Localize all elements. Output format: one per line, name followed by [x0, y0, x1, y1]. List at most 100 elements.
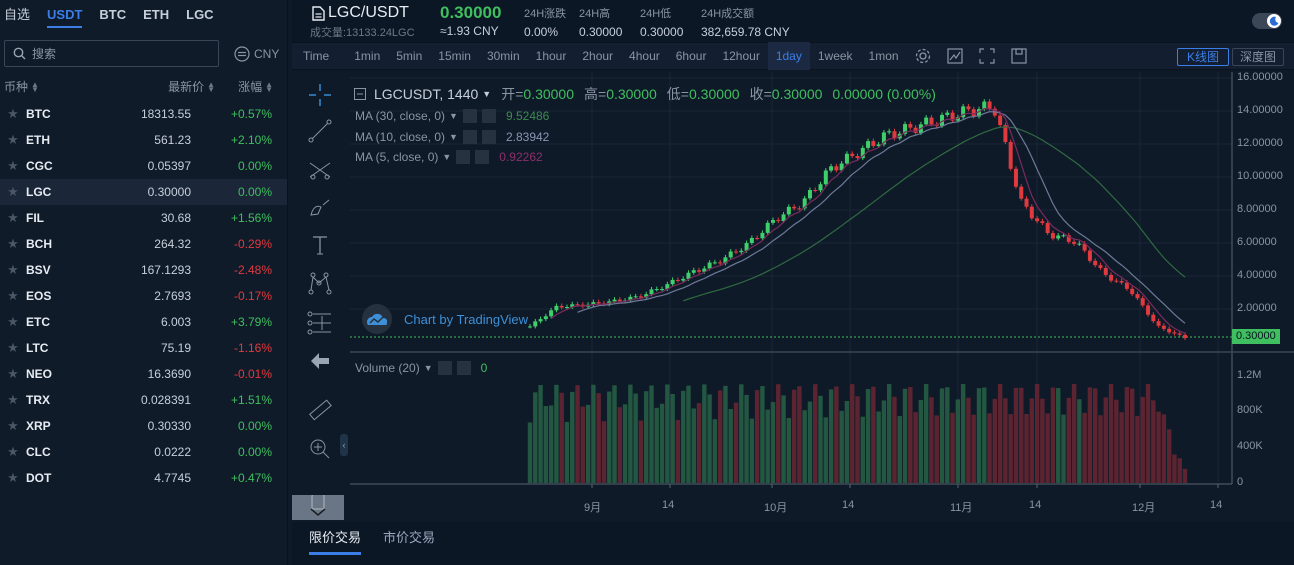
market-row[interactable]: ★ DOT 4.7745 +0.47%: [0, 465, 287, 491]
timeframe-1hour[interactable]: 1hour: [535, 49, 567, 63]
trend-line-icon[interactable]: [304, 116, 336, 146]
market-row[interactable]: ★ LTC 75.19 -1.16%: [0, 335, 287, 361]
market-row[interactable]: ★ CLC 0.0222 0.00%: [0, 439, 287, 465]
close-icon[interactable]: [475, 150, 490, 164]
collapse-legend-icon[interactable]: [354, 88, 366, 100]
price-chart-canvas[interactable]: [350, 72, 1294, 522]
tab-usdt[interactable]: USDT: [47, 0, 83, 30]
timeframe-6hour[interactable]: 6hour: [675, 49, 707, 63]
dropdown-icon[interactable]: ▼: [442, 152, 452, 162]
gear-icon[interactable]: [462, 109, 477, 123]
timeframe-1day[interactable]: 1day: [767, 42, 810, 70]
search-input[interactable]: [32, 46, 202, 61]
star-icon[interactable]: ★: [7, 314, 19, 329]
back-arrow-icon[interactable]: [304, 346, 336, 376]
market-row[interactable]: ★ BTC 18313.55 +0.57%: [0, 101, 287, 127]
indicator-ma10[interactable]: MA (10, close, 0) ▼ 2.83942: [355, 130, 550, 144]
market-row[interactable]: ★ LGC 0.30000 0.00%: [0, 179, 287, 205]
tradingview-logo-icon: [362, 304, 392, 334]
timeframe-1min[interactable]: 1min: [354, 49, 381, 63]
indicator-icon[interactable]: [939, 42, 971, 70]
tab-limit-order[interactable]: 限价交易: [309, 527, 362, 555]
market-row[interactable]: ★ NEO 16.3690 -0.01%: [0, 361, 287, 387]
depth-chart-button[interactable]: 深度图: [1232, 48, 1284, 66]
market-row[interactable]: ★ FIL 30.68 +1.56%: [0, 205, 287, 231]
star-icon[interactable]: ★: [7, 262, 19, 277]
star-icon[interactable]: ★: [7, 288, 19, 303]
tab-favorites[interactable]: 自选: [4, 7, 31, 22]
symbol-dropdown-icon[interactable]: ▼: [482, 89, 492, 99]
theme-toggle[interactable]: [1252, 13, 1282, 29]
market-row[interactable]: ★ EOS 2.7693 -0.17%: [0, 283, 287, 309]
currency-toggle[interactable]: CNY: [234, 45, 279, 62]
star-icon[interactable]: ★: [7, 444, 19, 459]
market-row[interactable]: ★ ETH 561.23 +2.10%: [0, 127, 287, 153]
star-icon[interactable]: ★: [7, 392, 19, 407]
timeframe-1week[interactable]: 1week: [817, 49, 853, 63]
timeframe-1mon[interactable]: 1mon: [868, 49, 899, 63]
close-icon[interactable]: [456, 361, 471, 375]
close-icon[interactable]: [481, 109, 496, 123]
collapse-toolbar-button[interactable]: ‹: [340, 434, 348, 456]
star-icon[interactable]: ★: [7, 340, 19, 355]
timeframe-15min[interactable]: 15min: [438, 49, 471, 63]
zoom-in-icon[interactable]: [304, 434, 336, 464]
measure-tool-icon[interactable]: [304, 308, 336, 338]
pair-title: LGC/USDT: [312, 4, 409, 22]
dropdown-icon[interactable]: ▼: [423, 363, 433, 373]
star-icon[interactable]: ★: [7, 366, 19, 381]
coin-column-header[interactable]: 币种 ▲ ▼: [4, 79, 39, 95]
market-row[interactable]: ★ BCH 264.32 -0.29%: [0, 231, 287, 257]
gear-icon[interactable]: [456, 150, 471, 164]
market-row[interactable]: ★ ETC 6.003 +3.79%: [0, 309, 287, 335]
star-icon[interactable]: ★: [7, 132, 19, 147]
star-icon[interactable]: ★: [7, 470, 19, 485]
star-icon[interactable]: ★: [7, 236, 19, 251]
search-box[interactable]: [4, 40, 219, 67]
fullscreen-icon[interactable]: [971, 42, 1003, 70]
timeframe-2hour[interactable]: 2hour: [582, 49, 614, 63]
text-tool-icon[interactable]: [304, 230, 336, 260]
price-column-header[interactable]: 最新价 ▲ ▼: [168, 79, 215, 95]
gear-icon[interactable]: [437, 361, 452, 375]
dropdown-icon[interactable]: ▼: [449, 132, 458, 142]
brush-icon[interactable]: [304, 192, 336, 222]
gear-icon[interactable]: [462, 130, 477, 144]
change-column-header[interactable]: 涨幅 ▲ ▼: [238, 79, 273, 95]
close-icon[interactable]: [481, 130, 496, 144]
crosshair-icon[interactable]: [304, 80, 336, 110]
market-row[interactable]: ★ BSV 167.1293 -2.48%: [0, 257, 287, 283]
star-icon[interactable]: ★: [7, 418, 19, 433]
tradingview-watermark[interactable]: Chart by TradingView: [362, 304, 528, 334]
star-icon[interactable]: ★: [7, 106, 19, 121]
tab-btc[interactable]: BTC: [99, 7, 127, 22]
star-icon[interactable]: ★: [7, 210, 19, 225]
save-icon[interactable]: [1003, 42, 1035, 70]
star-icon[interactable]: ★: [7, 158, 19, 173]
timeframe-12hour[interactable]: 12hour: [722, 49, 760, 63]
chart-symbol[interactable]: LGCUSDT, 1440: [374, 86, 479, 102]
dropdown-icon[interactable]: ▼: [449, 111, 458, 121]
star-icon[interactable]: ★: [7, 184, 19, 199]
market-row[interactable]: ★ XRP 0.30330 0.00%: [0, 413, 287, 439]
indicator-ma5[interactable]: MA (5, close, 0) ▼ 0.92262: [355, 150, 543, 164]
market-row[interactable]: ★ CGC 0.05397 0.00%: [0, 153, 287, 179]
timeframe-5min[interactable]: 5min: [396, 49, 423, 63]
tab-lgc[interactable]: LGC: [186, 7, 214, 22]
ruler-icon[interactable]: [304, 396, 336, 426]
tab-market-order[interactable]: 市价交易: [383, 530, 436, 545]
gear-icon[interactable]: [907, 42, 939, 70]
chart-area[interactable]: ‹ LGCUSDT, 1440 ▼ 开= 0.30000 高= 0.30000 低=…: [292, 71, 1294, 522]
timeframe-30min[interactable]: 30min: [486, 49, 520, 63]
pattern-tool-icon[interactable]: [304, 268, 336, 298]
price-axis-label: 12.00000: [1237, 137, 1283, 149]
indicator-ma30[interactable]: MA (30, close, 0) ▼ 9.52486: [355, 109, 550, 123]
kline-chart-button[interactable]: K线图: [1177, 48, 1229, 66]
magnet-scroll-button[interactable]: [292, 490, 344, 520]
tab-eth[interactable]: ETH: [143, 7, 170, 22]
timeframe-4hour[interactable]: 4hour: [629, 49, 660, 63]
volume-legend[interactable]: Volume (20) ▼ 0: [355, 361, 488, 375]
timeframe-time[interactable]: Time: [303, 49, 330, 63]
market-row[interactable]: ★ TRX 0.028391 +1.51%: [0, 387, 287, 413]
fib-tool-icon[interactable]: [304, 154, 336, 184]
